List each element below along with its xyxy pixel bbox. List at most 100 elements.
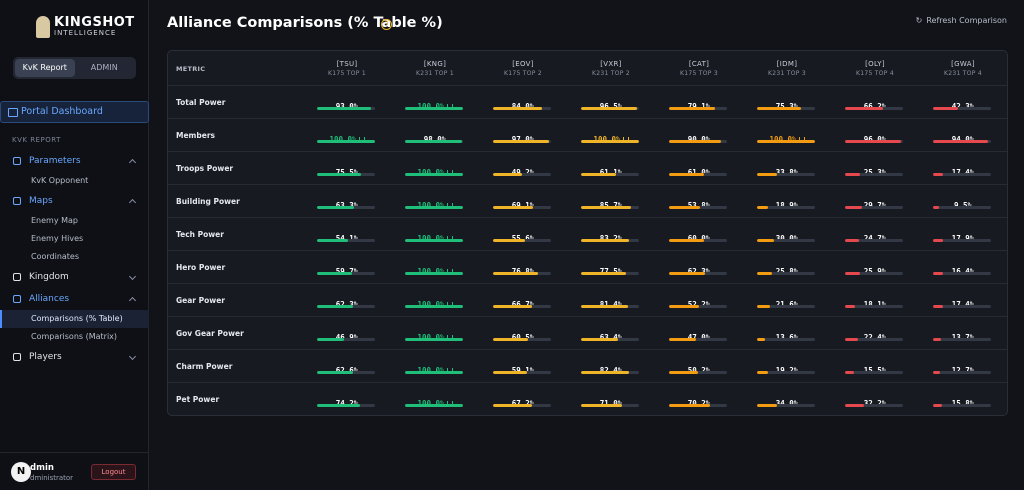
nav-subitem[interactable]: Enemy Hives bbox=[31, 234, 84, 243]
value-label: 96.5% bbox=[600, 102, 623, 111]
cell: 100.0% bbox=[391, 152, 479, 185]
cell: 17.4% bbox=[919, 152, 1007, 185]
progress-bar bbox=[317, 404, 361, 407]
progress-track bbox=[845, 140, 903, 143]
column-tag: [OLY] bbox=[865, 60, 885, 68]
cell-value: 90.0% bbox=[655, 127, 743, 146]
progress-track bbox=[845, 206, 903, 209]
cell-value: 98.0% bbox=[391, 127, 479, 146]
cell-value: 49.2% bbox=[479, 160, 567, 179]
cell: 54.1% bbox=[303, 218, 391, 251]
progress-bar bbox=[317, 371, 354, 374]
nav-icon bbox=[13, 273, 21, 281]
cell: 100.0% bbox=[391, 86, 479, 119]
progress-bar bbox=[933, 107, 958, 110]
progress-track bbox=[317, 404, 375, 407]
tab[interactable]: KvK Report bbox=[15, 59, 75, 77]
cell-value: 22.4% bbox=[831, 325, 919, 344]
progress-bar bbox=[581, 206, 631, 209]
nav-item[interactable]: Parameters bbox=[0, 150, 149, 172]
progress-track bbox=[581, 404, 639, 407]
nav-subitem[interactable]: Comparisons (Matrix) bbox=[31, 332, 118, 341]
user-panel: dmin dministrator N Logout bbox=[0, 452, 149, 490]
column-header: [GWA] K231 TOP 4 bbox=[919, 51, 1007, 77]
metric-header: METRIC bbox=[176, 65, 206, 73]
nav-item[interactable]: Kingdom bbox=[0, 266, 149, 288]
column-tag: [TSU] bbox=[336, 60, 358, 68]
progress-track bbox=[845, 404, 903, 407]
cell-value: 75.5% bbox=[303, 160, 391, 179]
cell: 18.1% bbox=[831, 284, 919, 317]
progress-track bbox=[405, 107, 463, 110]
value-label: 16.4% bbox=[952, 267, 975, 276]
cell: 24.7% bbox=[831, 218, 919, 251]
cell: 13.6% bbox=[743, 317, 831, 350]
cell-value: 12.7% bbox=[919, 358, 1007, 377]
nav-item[interactable]: Alliances bbox=[0, 288, 149, 310]
value-label: 100.0% bbox=[593, 135, 620, 144]
value-label: 100.0% bbox=[769, 135, 796, 144]
value-label: 100.0% bbox=[417, 267, 444, 276]
progress-bar bbox=[669, 404, 710, 407]
progress-track bbox=[933, 371, 991, 374]
cell-value: 60.5% bbox=[479, 325, 567, 344]
cell: 9.5% bbox=[919, 185, 1007, 218]
progress-bar bbox=[669, 140, 722, 143]
nav-subitem[interactable]: Coordinates bbox=[31, 252, 80, 261]
table-row: Charm Power 62.6% 100.0% 59.1% 82.4% 50.2% 19.… bbox=[168, 350, 1007, 383]
progress-bar bbox=[405, 206, 463, 209]
progress-track bbox=[845, 239, 903, 242]
progress-track bbox=[493, 239, 551, 242]
value-label: 55.6% bbox=[512, 234, 535, 243]
nav-subitem[interactable]: Comparisons (% Table) bbox=[0, 310, 149, 328]
progress-bar bbox=[493, 404, 532, 407]
cell: 53.8% bbox=[655, 185, 743, 218]
value-label: 29.7% bbox=[864, 201, 887, 210]
cell-value: 82.4% bbox=[567, 358, 655, 377]
cell-value: 17.4% bbox=[919, 160, 1007, 179]
cell: 100.0% bbox=[391, 317, 479, 350]
value-label: 24.7% bbox=[864, 234, 887, 243]
portal-link[interactable]: Portal Dashboard bbox=[0, 101, 149, 123]
cell-value: 100.0% bbox=[391, 325, 479, 344]
chevron bbox=[128, 198, 137, 207]
nav-item[interactable]: Maps bbox=[0, 190, 149, 212]
progress-track bbox=[493, 272, 551, 275]
progress-track bbox=[669, 206, 727, 209]
progress-bar bbox=[933, 140, 988, 143]
nav-subitem[interactable]: KvK Opponent bbox=[31, 176, 89, 185]
value-label: 62.3% bbox=[336, 300, 359, 309]
cell: 18.9% bbox=[743, 185, 831, 218]
cell: 46.9% bbox=[303, 317, 391, 350]
nav-subitem[interactable]: Enemy Map bbox=[31, 216, 78, 225]
chevron bbox=[128, 352, 137, 361]
value-label: 15.8% bbox=[952, 399, 975, 408]
logout-button[interactable]: Logout bbox=[91, 464, 136, 480]
value-label: 90.0% bbox=[688, 135, 711, 144]
progress-bar bbox=[669, 338, 697, 341]
cell: 17.9% bbox=[919, 218, 1007, 251]
cell-value: 21.6% bbox=[743, 292, 831, 311]
cell-value: 100.0% bbox=[391, 160, 479, 179]
progress-bar bbox=[845, 272, 861, 275]
progress-track bbox=[405, 239, 463, 242]
refresh-button[interactable]: Refresh Comparison bbox=[916, 16, 1007, 25]
cell-value: 19.2% bbox=[743, 358, 831, 377]
value-label: 100.0% bbox=[329, 135, 356, 144]
cell: 75.5% bbox=[303, 152, 391, 185]
tab[interactable]: ADMIN bbox=[90, 63, 118, 72]
progress-track bbox=[493, 173, 551, 176]
value-label: 15.5% bbox=[864, 366, 887, 375]
value-label: 62.6% bbox=[336, 366, 359, 375]
help-icon[interactable]: ? bbox=[381, 19, 392, 30]
progress-track bbox=[317, 206, 375, 209]
cell: 77.5% bbox=[567, 251, 655, 284]
value-label: 17.4% bbox=[952, 300, 975, 309]
nav-item[interactable]: Players bbox=[0, 346, 149, 368]
cell: 96.0% bbox=[831, 119, 919, 152]
value-label: 61.1% bbox=[600, 168, 623, 177]
progress-bar bbox=[845, 239, 860, 242]
cell-value: 100.0% bbox=[567, 127, 655, 146]
progress-track bbox=[581, 107, 639, 110]
cell-value: 69.1% bbox=[479, 193, 567, 212]
